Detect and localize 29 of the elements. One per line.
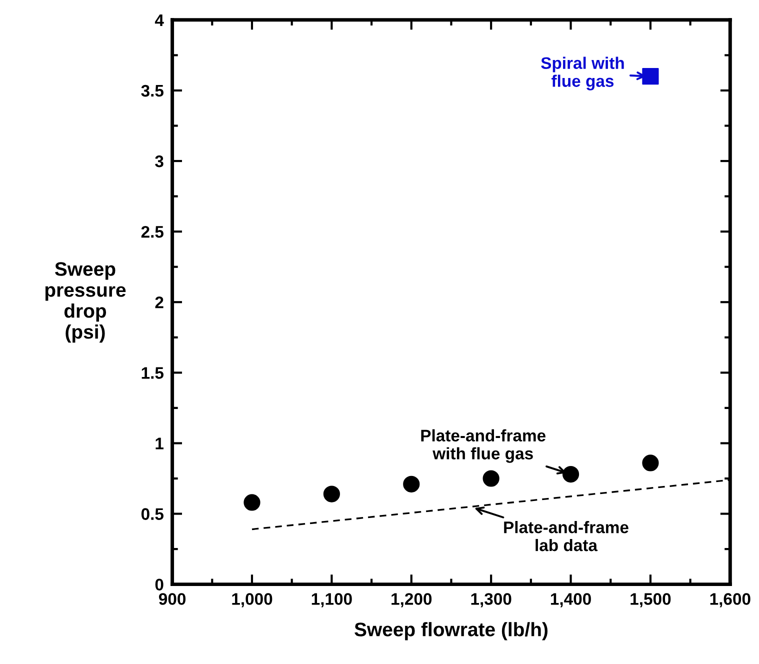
y-tick-label: 3.5: [141, 84, 164, 97]
y-tick-label: 1.5: [142, 367, 164, 379]
x-axis-title: Sweep flowrate (lb/h): [354, 622, 548, 640]
annotation: Spiral with flue gas: [541, 56, 624, 90]
y-tick-label: 4: [154, 14, 164, 26]
x-tick-label: 1,500: [630, 593, 671, 608]
y-tick-label: 0: [155, 578, 164, 591]
y-axis-title: Sweep pressure drop (psi): [45, 262, 126, 343]
point: [482, 470, 500, 487]
x-tick-label: 1,400: [550, 593, 591, 608]
point: [642, 454, 659, 472]
annotation: Plate-and-frame lab data: [504, 521, 628, 552]
point: [244, 494, 260, 511]
x-tick-label: 1,200: [392, 593, 432, 608]
point: [323, 486, 340, 502]
x-tick-label: 1,300: [471, 593, 512, 608]
y-tick-label: 1: [156, 438, 164, 450]
point: [562, 466, 580, 483]
x-tick-label: 1,000: [232, 593, 272, 608]
y-tick-label: 3: [155, 155, 164, 168]
y-tick-label: 2: [155, 296, 164, 308]
y-tick-label: 0.5: [141, 508, 164, 520]
point: [642, 68, 659, 85]
point: [403, 476, 420, 492]
annotation: Plate-and-frame with flue gas: [421, 429, 546, 463]
y-tick-label: 2.5: [141, 226, 164, 238]
x-tick-label: 1,100: [312, 593, 352, 608]
x-tick-label: 900: [158, 593, 186, 605]
x-tick-label: 1,600: [710, 593, 750, 608]
